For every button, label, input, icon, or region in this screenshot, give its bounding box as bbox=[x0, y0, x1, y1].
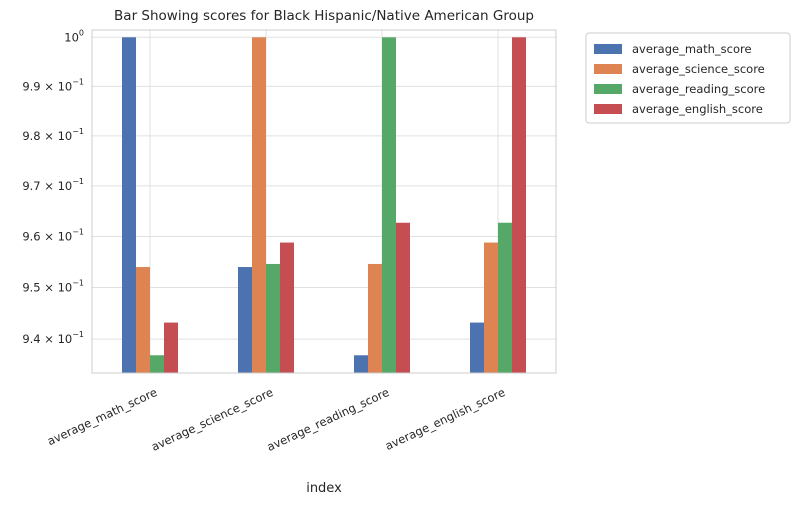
x-tick-label: average_reading_score bbox=[265, 385, 392, 454]
y-tick-label: 100 bbox=[64, 28, 84, 44]
y-tick-label: 9.7 × 10−1 bbox=[22, 177, 84, 193]
bar-average_math_score-average_reading_score bbox=[354, 355, 368, 373]
legend-swatch bbox=[594, 44, 622, 54]
y-tick-exponent: −1 bbox=[72, 77, 84, 86]
bar-average_reading_score-average_english_score bbox=[498, 222, 512, 373]
legend-swatch bbox=[594, 84, 622, 94]
bar-average_science_score-average_math_score bbox=[136, 267, 150, 373]
y-tick-mantissa: 9.7 × 10 bbox=[22, 179, 72, 193]
bar-average_science_score-average_science_score bbox=[252, 37, 266, 374]
legend-swatch bbox=[594, 64, 622, 74]
x-tick-label: average_english_score bbox=[383, 385, 507, 453]
bar-average_science_score-average_reading_score bbox=[368, 263, 382, 373]
legend-entry-label[interactable]: average_science_score bbox=[632, 62, 765, 76]
legend-box bbox=[585, 32, 791, 124]
bar-average_english_score-average_science_score bbox=[280, 242, 294, 373]
y-tick-mantissa: 9.4 × 10 bbox=[22, 332, 72, 346]
y-tick-exponent: −1 bbox=[72, 127, 84, 136]
bar-average_english_score-average_english_score bbox=[512, 37, 526, 374]
y-tick-label: 9.5 × 10−1 bbox=[22, 279, 84, 295]
y-tick-label: 9.4 × 10−1 bbox=[22, 330, 84, 346]
bar-average_reading_score-average_math_score bbox=[150, 355, 164, 373]
y-tick-mantissa: 9.5 × 10 bbox=[22, 281, 72, 295]
x-tick-label: average_science_score bbox=[149, 385, 275, 454]
y-tick-label: 9.8 × 10−1 bbox=[22, 127, 84, 143]
y-tick-label: 9.9 × 10−1 bbox=[22, 77, 84, 93]
legend-entry-label[interactable]: average_reading_score bbox=[632, 82, 765, 96]
x-axis-label: index bbox=[306, 481, 342, 496]
y-tick-exponent: −1 bbox=[72, 279, 84, 288]
x-tick-label: average_math_score bbox=[45, 385, 159, 448]
chart-title: Bar Showing scores for Black Hispanic/Na… bbox=[114, 8, 534, 24]
y-tick-label: 9.6 × 10−1 bbox=[22, 227, 84, 243]
bar-average_english_score-average_reading_score bbox=[396, 222, 410, 373]
y-tick-exponent: 0 bbox=[79, 28, 84, 37]
bar-average_reading_score-average_reading_score bbox=[382, 37, 396, 374]
bar-average_math_score-average_math_score bbox=[122, 37, 136, 374]
bar-average_math_score-average_science_score bbox=[238, 267, 252, 373]
legend-swatch bbox=[594, 104, 622, 114]
y-tick-mantissa: 10 bbox=[64, 30, 79, 44]
bars bbox=[122, 37, 526, 374]
bar-average_science_score-average_english_score bbox=[484, 242, 498, 373]
legend[interactable]: average_math_score average_science_scorea… bbox=[585, 32, 791, 124]
x-axis-ticks: average_math_scoreaverage_science_scorea… bbox=[45, 385, 507, 454]
plot-frame bbox=[91, 29, 557, 374]
y-tick-exponent: −1 bbox=[72, 330, 84, 339]
y-tick-mantissa: 9.6 × 10 bbox=[22, 229, 72, 243]
y-tick-exponent: −1 bbox=[72, 177, 84, 186]
y-tick-mantissa: 9.9 × 10 bbox=[22, 79, 72, 93]
y-tick-mantissa: 9.8 × 10 bbox=[22, 129, 72, 143]
bar-average_math_score-average_english_score bbox=[470, 322, 484, 373]
legend-entry-label[interactable]: average_math_score bbox=[632, 42, 752, 56]
y-tick-exponent: −1 bbox=[72, 227, 84, 236]
bar-average_reading_score-average_science_score bbox=[266, 263, 280, 373]
bar-average_english_score-average_math_score bbox=[164, 322, 178, 373]
y-axis-ticks: 9.4 × 10−19.5 × 10−19.6 × 10−19.7 × 10−1… bbox=[22, 28, 84, 346]
legend-entry-label[interactable]: average_english_score bbox=[632, 102, 763, 116]
